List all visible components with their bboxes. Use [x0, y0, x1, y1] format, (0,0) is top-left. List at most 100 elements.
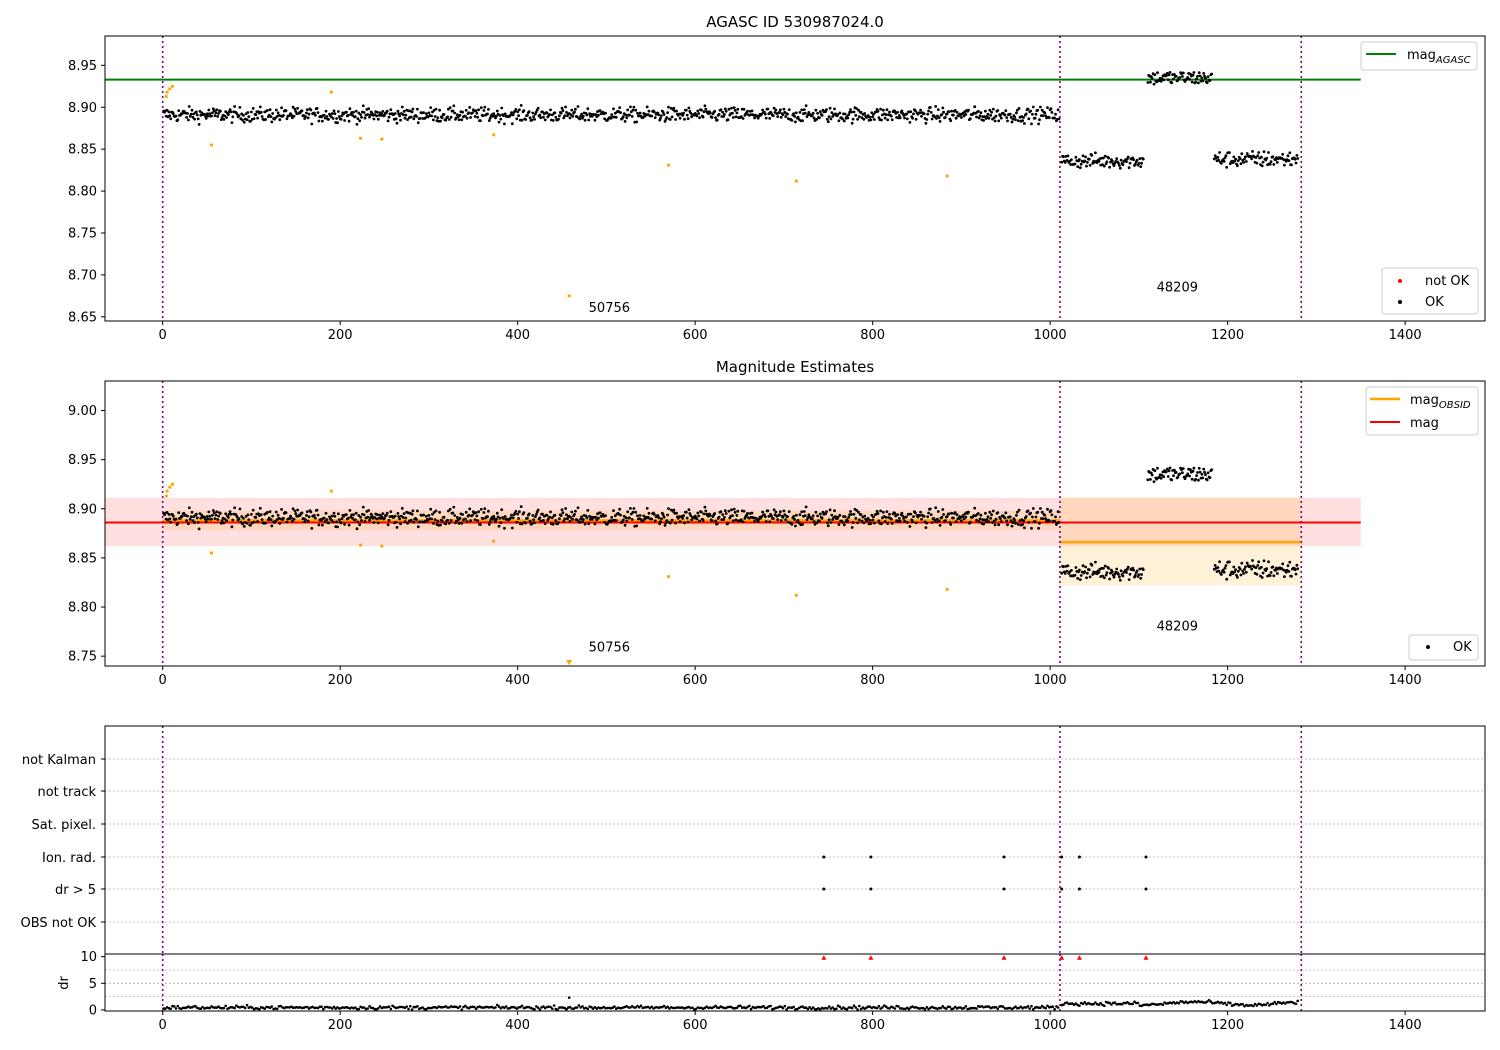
- data-point-ok: [1031, 507, 1035, 510]
- data-point-ok: [993, 523, 997, 527]
- data-point-ok: [317, 119, 321, 123]
- data-point-ok: [668, 118, 672, 121]
- magnitude-panel-title: Magnitude Estimates: [716, 358, 874, 376]
- data-point-ok: [967, 510, 970, 514]
- data-point-ok: [580, 112, 583, 116]
- data-point-ok: [294, 110, 298, 113]
- data-point-ok: [242, 114, 245, 117]
- data-point-ok: [719, 510, 723, 514]
- data-point-ok: [1202, 72, 1206, 75]
- data-point-ok: [999, 517, 1002, 520]
- data-point-ok: [802, 108, 806, 111]
- data-point-ok: [549, 108, 552, 112]
- data-point-ok: [452, 104, 456, 108]
- data-point-ok: [336, 525, 339, 529]
- data-point-ok: [881, 108, 885, 112]
- data-point-ok: [451, 511, 455, 515]
- data-point-ok: [316, 111, 320, 114]
- data-point-ok: [1153, 73, 1157, 77]
- data-point-ok: [621, 115, 625, 119]
- data-point-ok: [357, 111, 361, 115]
- data-point-ok: [810, 114, 814, 118]
- data-point-ok: [1200, 472, 1204, 476]
- data-point-ok: [930, 117, 934, 121]
- data-point-ok: [1225, 577, 1229, 581]
- data-point-outlier: [380, 544, 384, 548]
- data-point-ok: [1197, 81, 1200, 85]
- dr-point: [1177, 1002, 1181, 1005]
- data-point-ok: [313, 113, 317, 117]
- data-point-ok: [1210, 468, 1214, 472]
- data-point-ok: [347, 119, 351, 123]
- data-point-ok: [503, 515, 507, 518]
- data-point-ok: [952, 516, 955, 520]
- data-point-ok: [237, 517, 241, 520]
- data-point-ok: [886, 118, 890, 122]
- dr-point: [213, 1006, 217, 1009]
- data-point-ok: [1294, 572, 1298, 576]
- data-point-ok: [947, 512, 951, 516]
- data-point-ok: [558, 517, 561, 521]
- data-point-ok: [422, 513, 425, 517]
- data-point-ok: [389, 510, 393, 513]
- data-point-ok: [796, 519, 800, 522]
- data-point-ok: [826, 117, 829, 121]
- data-point-ok: [985, 518, 989, 521]
- dr-point: [1184, 1000, 1188, 1003]
- data-point-ok: [578, 117, 582, 121]
- data-point-ok: [1037, 122, 1040, 126]
- data-point-ok: [1275, 161, 1279, 164]
- dr-point: [409, 1004, 412, 1008]
- data-point-ok: [629, 110, 633, 114]
- data-point-ok: [250, 513, 253, 516]
- data-point-ok: [879, 107, 882, 111]
- data-point-ok: [1146, 478, 1150, 482]
- data-point-ok: [307, 515, 311, 519]
- data-point-ok: [767, 112, 771, 116]
- data-point-ok: [987, 116, 991, 120]
- data-point-ok: [945, 112, 949, 116]
- data-point-ok: [1015, 510, 1019, 514]
- data-point-ok: [1033, 520, 1037, 523]
- data-point-ok: [432, 118, 435, 122]
- data-point-ok: [331, 117, 335, 120]
- data-point-ok: [1268, 574, 1272, 577]
- data-point-ok: [517, 114, 520, 117]
- data-point-ok: [811, 111, 815, 115]
- data-point-ok: [954, 116, 958, 120]
- data-point-ok: [396, 512, 400, 515]
- data-point-ok: [710, 116, 714, 119]
- data-point-ok: [559, 111, 563, 115]
- data-point-ok: [670, 518, 674, 522]
- data-point-ok: [955, 513, 959, 517]
- data-point-ok: [992, 519, 996, 523]
- data-point-ok: [1267, 560, 1270, 564]
- dr-point: [194, 1004, 197, 1008]
- data-point-ok: [1073, 573, 1077, 577]
- dr-point: [779, 1005, 783, 1009]
- dr-point: [1205, 1000, 1209, 1003]
- legend-marker-ok: [1398, 300, 1402, 304]
- data-point-ok: [395, 121, 399, 125]
- dr-point: [948, 1005, 952, 1009]
- data-point-ok: [1078, 158, 1081, 161]
- data-point-ok: [543, 522, 547, 525]
- data-point-ok: [355, 122, 359, 126]
- data-point-ok: [416, 509, 419, 513]
- data-point-ok: [979, 513, 983, 517]
- dr-point: [694, 1007, 698, 1011]
- data-point-ok: [1218, 560, 1221, 564]
- dr-point: [1078, 1004, 1081, 1007]
- data-point-ok: [1191, 469, 1195, 473]
- data-point-ok: [984, 117, 988, 120]
- data-point-ok: [1220, 161, 1223, 165]
- data-point-ok: [168, 114, 172, 118]
- data-point-ok: [934, 506, 938, 510]
- data-point-ok: [593, 118, 597, 122]
- data-point-ok: [415, 115, 418, 118]
- dr-point: [270, 1005, 274, 1008]
- data-point-ok: [1005, 116, 1009, 119]
- x-tick-label: 400: [505, 1018, 530, 1033]
- data-point-ok: [1186, 76, 1190, 79]
